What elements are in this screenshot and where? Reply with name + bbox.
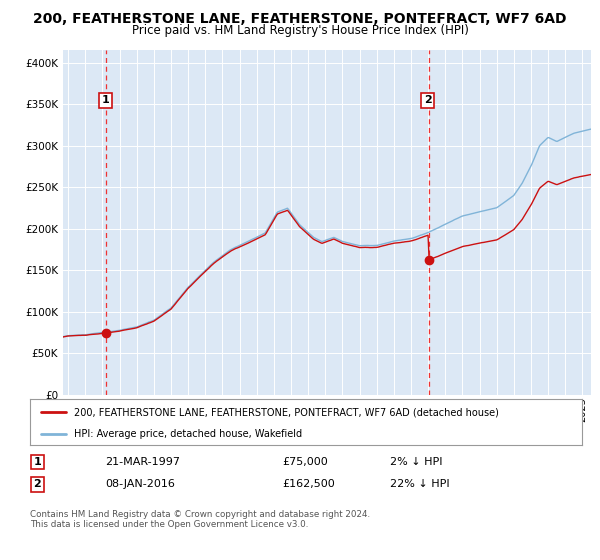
Text: HPI: Average price, detached house, Wakefield: HPI: Average price, detached house, Wake… <box>74 429 302 438</box>
Text: 21-MAR-1997: 21-MAR-1997 <box>105 457 180 467</box>
Text: 1: 1 <box>101 95 109 105</box>
Text: 1: 1 <box>34 457 41 467</box>
Text: 22% ↓ HPI: 22% ↓ HPI <box>390 479 449 489</box>
Text: Price paid vs. HM Land Registry's House Price Index (HPI): Price paid vs. HM Land Registry's House … <box>131 24 469 36</box>
Text: 200, FEATHERSTONE LANE, FEATHERSTONE, PONTEFRACT, WF7 6AD: 200, FEATHERSTONE LANE, FEATHERSTONE, PO… <box>33 12 567 26</box>
Text: £75,000: £75,000 <box>282 457 328 467</box>
Text: Contains HM Land Registry data © Crown copyright and database right 2024.
This d: Contains HM Land Registry data © Crown c… <box>30 510 370 529</box>
Text: 200, FEATHERSTONE LANE, FEATHERSTONE, PONTEFRACT, WF7 6AD (detached house): 200, FEATHERSTONE LANE, FEATHERSTONE, PO… <box>74 407 499 417</box>
Text: 2: 2 <box>424 95 431 105</box>
Text: 2% ↓ HPI: 2% ↓ HPI <box>390 457 443 467</box>
Text: 08-JAN-2016: 08-JAN-2016 <box>105 479 175 489</box>
Text: £162,500: £162,500 <box>282 479 335 489</box>
Text: 2: 2 <box>34 479 41 489</box>
